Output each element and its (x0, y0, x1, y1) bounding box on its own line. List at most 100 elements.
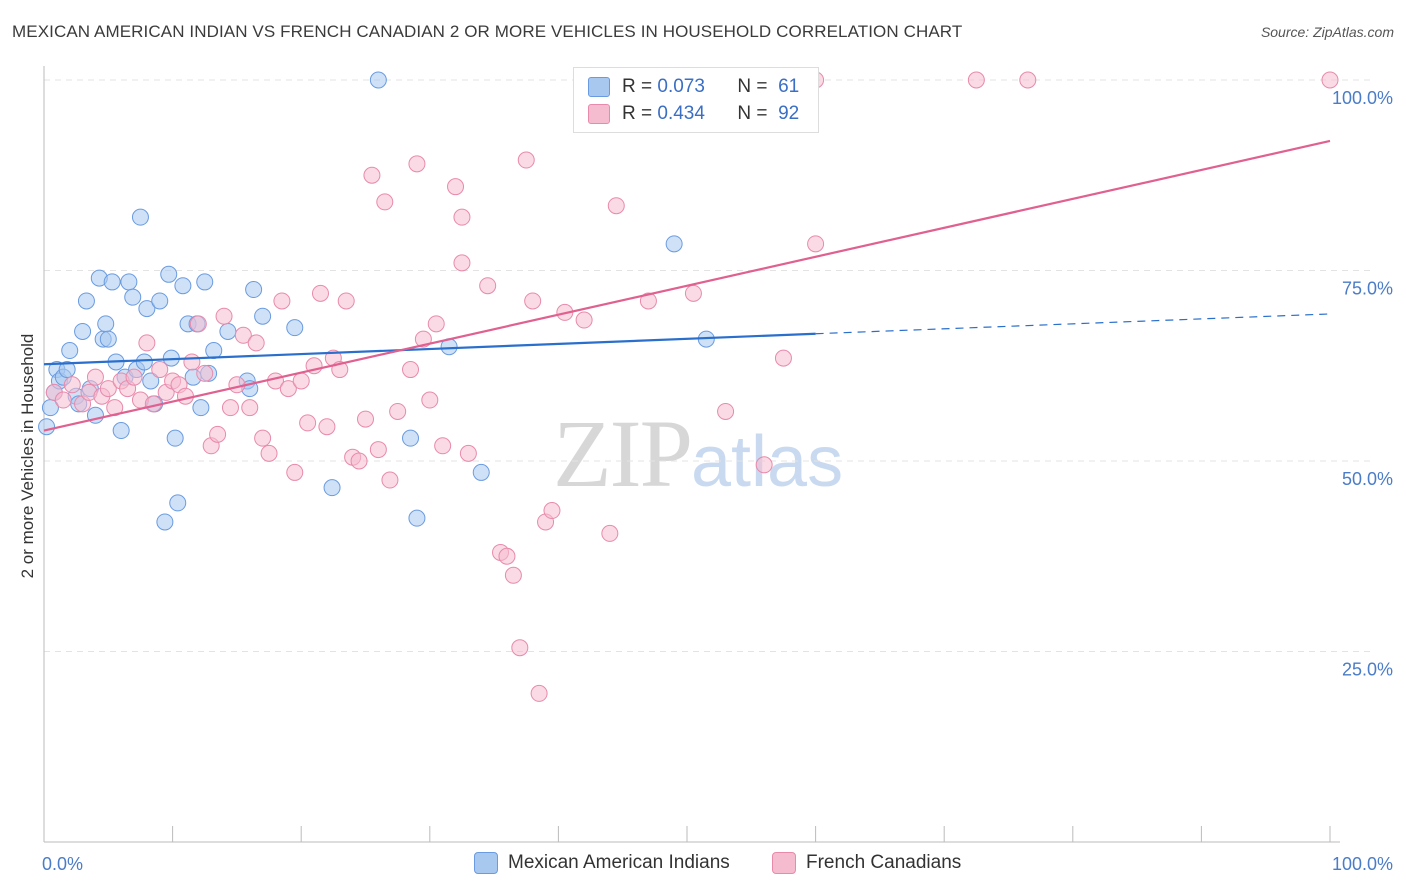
watermark-zip: ZIP (553, 400, 693, 507)
pink-trend-line (43, 139, 1331, 432)
pink-data-point (376, 193, 394, 211)
blue-data-point (254, 307, 272, 325)
legend-row-french-canadians: R = 0.434 N = 92 (588, 102, 799, 126)
pink-data-point (299, 414, 317, 432)
blue-data-point (151, 292, 169, 310)
blue-trend-line-extension (815, 313, 1331, 335)
blue-data-point (103, 273, 121, 291)
pink-data-point (254, 429, 272, 447)
pink-data-point (311, 284, 329, 302)
pink-data-point (524, 292, 542, 310)
correlation-legend: R = 0.073 N = 61 R = 0.434 N = 92 (573, 67, 819, 133)
pink-data-point (286, 463, 304, 481)
x-tick-label: 0.0% (42, 854, 83, 874)
pink-data-point (498, 547, 516, 565)
zipatlas-watermark: ZIPatlas (553, 398, 843, 509)
pink-data-point (1019, 71, 1037, 89)
pink-data-point (196, 364, 214, 382)
pink-data-point (125, 368, 143, 386)
blue-data-point (74, 322, 92, 340)
pink-data-point (575, 311, 593, 329)
blue-data-point (156, 513, 174, 531)
pink-data-point (607, 197, 625, 215)
blue-trend-line (43, 332, 816, 366)
bottom-legend-swatch-blue (474, 852, 498, 874)
legend-swatch-pink (588, 104, 610, 124)
pink-data-point (427, 315, 445, 333)
pink-data-point (54, 391, 72, 409)
blue-data-point (97, 315, 115, 333)
source-credit: Source: ZipAtlas.com (1260, 24, 1394, 40)
pink-data-point (138, 334, 156, 352)
blue-data-point (131, 208, 149, 226)
pink-data-point (292, 372, 310, 390)
pink-data-point (517, 151, 535, 169)
blue-data-point (196, 273, 214, 291)
blue-data-point (665, 235, 683, 253)
legend-n-label: N = (737, 103, 768, 124)
pink-data-point (318, 418, 336, 436)
legend-r-label: R = (622, 103, 653, 124)
legend-r-label: R = (622, 76, 653, 97)
blue-data-point (166, 429, 184, 447)
pink-data-point (774, 349, 792, 367)
blue-data-point (472, 463, 490, 481)
pink-data-point (421, 391, 439, 409)
pink-data-point (684, 284, 702, 302)
legend-swatch-blue (588, 77, 610, 97)
blue-data-point (38, 418, 56, 436)
blue-data-point (245, 281, 263, 299)
pink-data-point (755, 456, 773, 474)
legend-r-value: 0.073 (657, 76, 705, 97)
blue-data-point (120, 273, 138, 291)
blue-data-point (402, 429, 420, 447)
pink-data-point (408, 155, 426, 173)
pink-data-point (273, 292, 291, 310)
pink-data-point (337, 292, 355, 310)
bottom-legend-item-mexican-american-indians: Mexican American Indians (474, 852, 730, 874)
pink-data-point (369, 441, 387, 459)
blue-data-point (369, 71, 387, 89)
legend-r-value: 0.434 (657, 103, 705, 124)
pink-data-point (215, 307, 233, 325)
pink-data-point (453, 208, 471, 226)
pink-data-point (151, 361, 169, 379)
y-tick-label: 25.0% (1342, 660, 1393, 680)
pink-data-point (530, 684, 548, 702)
legend-row-mexican-american-indians: R = 0.073 N = 61 (588, 75, 799, 99)
blue-data-point (112, 422, 130, 440)
blue-data-point (286, 319, 304, 337)
pink-data-point (99, 380, 117, 398)
pink-data-point (86, 368, 104, 386)
pink-data-point (260, 444, 278, 462)
pink-data-point (511, 639, 529, 657)
blue-data-point (169, 494, 187, 512)
pink-data-point (807, 235, 825, 253)
blue-data-point (138, 300, 156, 318)
pink-data-point (363, 166, 381, 184)
blue-data-point (219, 322, 237, 340)
pink-data-point (176, 387, 194, 405)
pink-data-point (967, 71, 985, 89)
blue-data-point (124, 288, 142, 306)
pink-data-point (241, 399, 259, 417)
pink-data-point (543, 502, 561, 520)
pink-data-point (189, 315, 207, 333)
y-tick-label: 75.0% (1342, 279, 1393, 299)
pink-data-point (247, 334, 265, 352)
pink-data-point (434, 437, 452, 455)
bottom-legend-label: Mexican American Indians (508, 852, 730, 873)
pink-data-point (183, 353, 201, 371)
blue-data-point (99, 330, 117, 348)
bottom-legend-item-french-canadians: French Canadians (772, 852, 961, 874)
blue-data-point (58, 361, 76, 379)
x-tick-label: 100.0% (1332, 854, 1393, 874)
pink-data-point (389, 402, 407, 420)
pink-data-point (717, 402, 735, 420)
y-tick-label: 100.0% (1332, 88, 1393, 108)
pink-data-point (357, 410, 374, 428)
blue-data-point (61, 342, 79, 360)
blue-data-point (174, 277, 192, 295)
blue-data-point (323, 479, 341, 497)
